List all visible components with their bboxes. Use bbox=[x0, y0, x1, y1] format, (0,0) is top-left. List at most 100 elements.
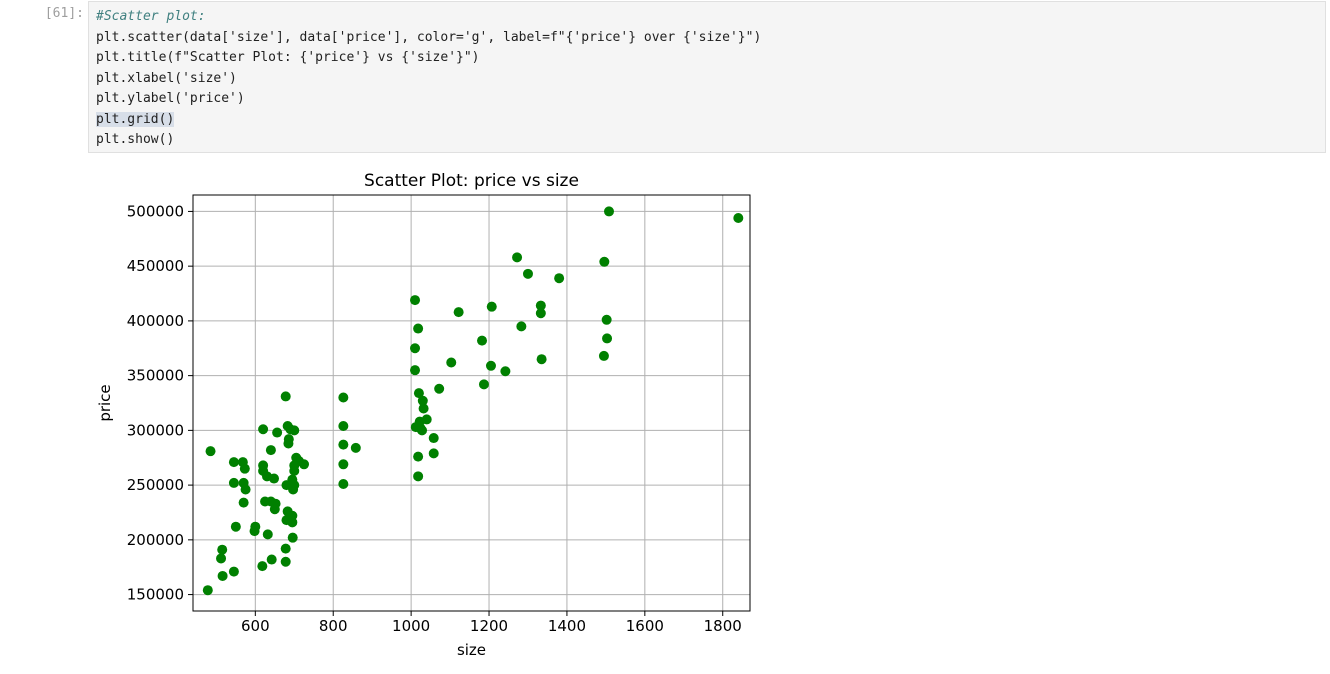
axis-ticks: 600 800 1000 1200 1400 1600 1800 150000 200000 25… bbox=[127, 202, 742, 635]
scatter-point bbox=[417, 395, 428, 406]
scatter-point bbox=[338, 420, 349, 431]
scatter-point bbox=[266, 554, 277, 565]
scatter-point bbox=[516, 321, 527, 332]
scatter-point bbox=[280, 391, 291, 402]
x-tick-label: 1800 bbox=[704, 617, 742, 635]
code-line-3: plt.title(f"Scatter Plot: {'price'} vs {… bbox=[96, 50, 480, 65]
x-tick-label: 1000 bbox=[392, 617, 430, 635]
y-tick-label: 150000 bbox=[127, 586, 184, 604]
selected-code: plt.grid() bbox=[96, 111, 175, 127]
code-line-4: plt.xlabel('size') bbox=[96, 70, 237, 86]
y-tick-label: 450000 bbox=[127, 257, 184, 275]
cell-prompt: [61]: bbox=[44, 6, 84, 21]
scatter-point bbox=[554, 273, 565, 284]
y-axis-label: price bbox=[96, 384, 114, 421]
scatter-point bbox=[350, 442, 361, 453]
scatter-point bbox=[602, 333, 613, 344]
scatter-point bbox=[272, 427, 283, 438]
scatter-point bbox=[287, 517, 298, 528]
scatter-point bbox=[535, 308, 546, 319]
scatter-point bbox=[299, 459, 310, 470]
scatter-point bbox=[733, 212, 744, 223]
scatter-point bbox=[205, 446, 216, 457]
x-tick-label: 1400 bbox=[548, 617, 586, 635]
x-tick-label: 1600 bbox=[626, 617, 664, 635]
y-tick-label: 350000 bbox=[127, 367, 184, 385]
scatter-point bbox=[453, 307, 464, 318]
scatter-point bbox=[478, 379, 489, 390]
scatter-point bbox=[535, 300, 546, 311]
scatter-point bbox=[228, 457, 239, 468]
scatter-point bbox=[413, 451, 424, 462]
scatter-point bbox=[603, 206, 614, 217]
code-cell[interactable]: #Scatter plot: plt.scatter(data['size'], … bbox=[88, 1, 1326, 153]
scatter-point bbox=[410, 295, 421, 306]
scatter-point bbox=[410, 343, 421, 354]
scatter-point bbox=[228, 477, 239, 488]
cell-output: 600 800 1000 1200 1400 1600 1800 150000 200000 25… bbox=[88, 160, 788, 670]
scatter-point bbox=[428, 433, 439, 444]
scatter-point bbox=[257, 561, 268, 572]
x-axis-label: size bbox=[457, 641, 486, 659]
scatter-point bbox=[289, 465, 300, 476]
x-tick-label: 1200 bbox=[470, 617, 508, 635]
scatter-point bbox=[418, 403, 429, 414]
scatter-point bbox=[228, 566, 239, 577]
code-line-6: plt.grid() bbox=[96, 110, 761, 131]
scatter-point bbox=[250, 521, 261, 532]
scatter-point bbox=[230, 521, 241, 532]
code-line-5: plt.ylabel('price') bbox=[96, 91, 245, 106]
scatter-point bbox=[269, 473, 280, 484]
code-comment: #Scatter plot: bbox=[96, 9, 206, 24]
scatter-point bbox=[338, 479, 349, 490]
y-tick-label: 300000 bbox=[127, 421, 184, 439]
scatter-point bbox=[202, 585, 213, 596]
grid-lines bbox=[193, 195, 750, 611]
scatter-point bbox=[477, 335, 488, 346]
scatter-point bbox=[500, 366, 511, 377]
scatter-point bbox=[338, 459, 349, 470]
scatter-point bbox=[413, 323, 424, 334]
scatter-point bbox=[283, 434, 294, 445]
scatter-point bbox=[536, 354, 547, 365]
scatter-point bbox=[522, 268, 533, 279]
scatter-point bbox=[512, 252, 523, 263]
scatter-point bbox=[280, 543, 291, 554]
scatter-point bbox=[486, 301, 497, 312]
scatter-point bbox=[217, 544, 228, 555]
code-line-2: plt.scatter(data['size'], data['price'],… bbox=[96, 29, 762, 45]
scatter-point bbox=[598, 350, 609, 361]
plot-frame bbox=[192, 194, 751, 612]
scatter-point bbox=[338, 439, 349, 450]
scatter-point bbox=[289, 480, 300, 491]
scatter-point bbox=[410, 365, 421, 376]
scatter-points bbox=[202, 206, 744, 596]
scatter-point bbox=[216, 553, 227, 564]
scatter-point bbox=[265, 445, 276, 456]
chart-title: Scatter Plot: price vs size bbox=[364, 171, 579, 191]
scatter-point bbox=[421, 414, 432, 425]
y-tick-label: 250000 bbox=[127, 476, 184, 494]
scatter-point bbox=[289, 425, 300, 436]
scatter-chart: 600 800 1000 1200 1400 1600 1800 150000 200000 25… bbox=[96, 171, 751, 659]
code-editor[interactable]: #Scatter plot: plt.scatter(data['size'], … bbox=[96, 7, 761, 151]
y-tick-label: 500000 bbox=[127, 202, 184, 220]
scatter-point bbox=[240, 484, 251, 495]
scatter-point bbox=[446, 357, 457, 368]
scatter-point bbox=[258, 424, 269, 435]
scatter-point bbox=[485, 360, 496, 371]
code-line-1: #Scatter plot: bbox=[96, 7, 761, 28]
x-tick-label: 600 bbox=[241, 617, 270, 635]
scatter-point bbox=[413, 471, 424, 482]
scatter-point bbox=[599, 256, 610, 267]
x-tick-label: 800 bbox=[319, 617, 348, 635]
scatter-point bbox=[270, 498, 281, 509]
y-tick-label: 400000 bbox=[127, 312, 184, 330]
scatter-point bbox=[417, 425, 428, 436]
scatter-point bbox=[280, 556, 291, 567]
scatter-point bbox=[238, 497, 249, 508]
code-line-7: plt.show() bbox=[96, 132, 175, 147]
scatter-point bbox=[287, 532, 298, 543]
y-tick-label: 200000 bbox=[127, 531, 184, 549]
scatter-point bbox=[262, 529, 273, 540]
